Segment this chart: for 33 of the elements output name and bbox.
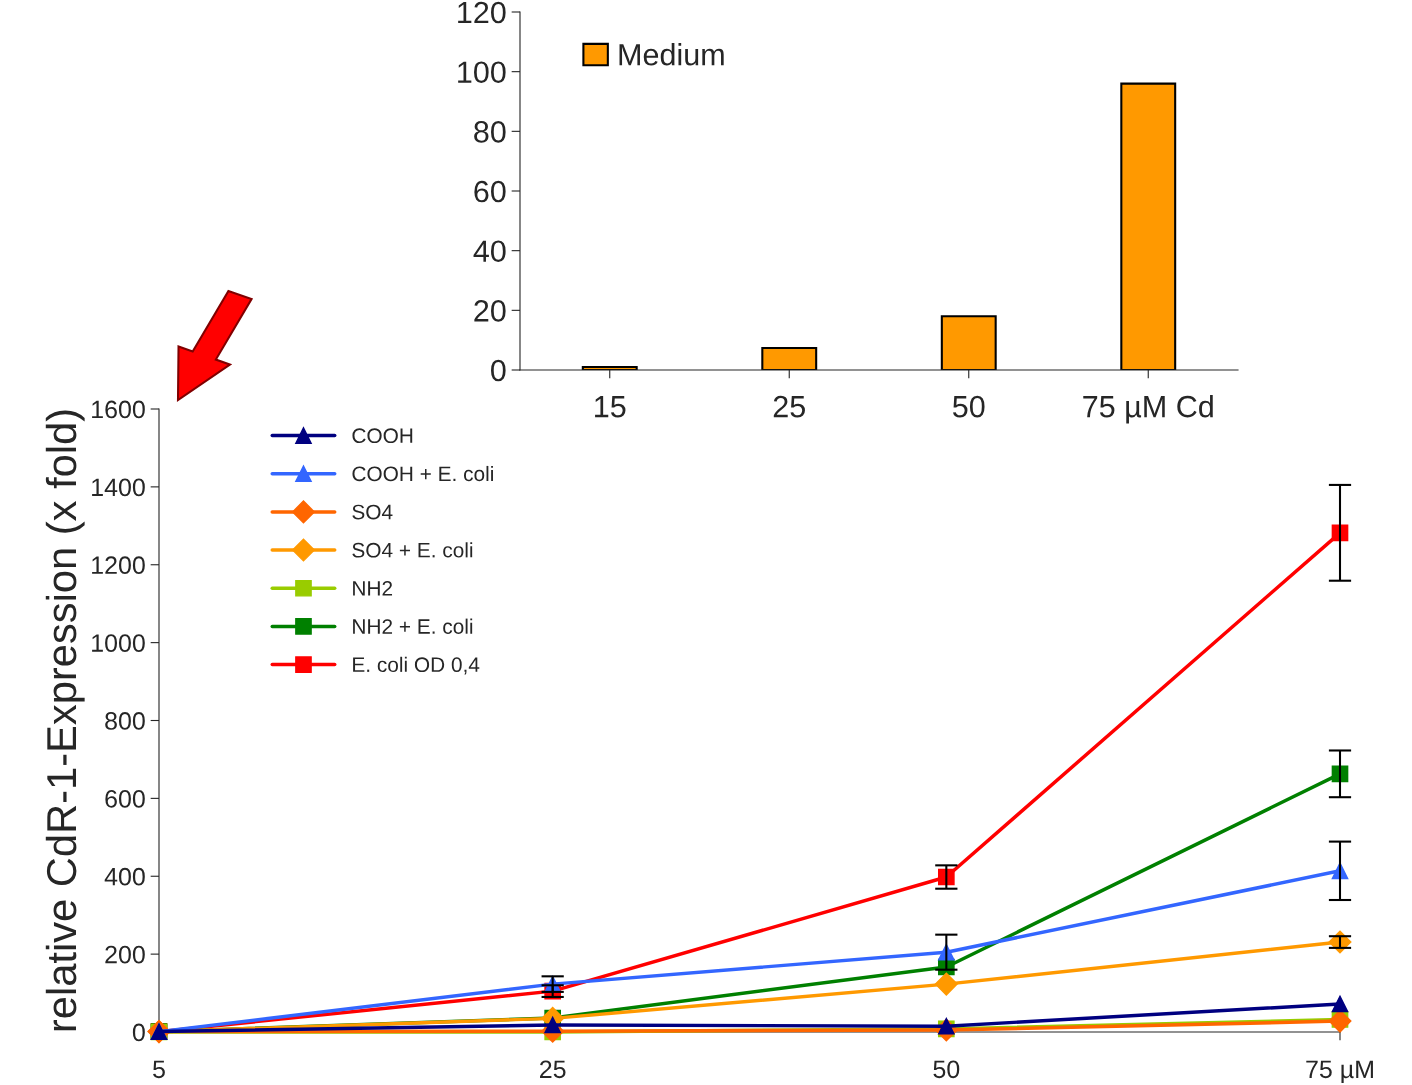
legend-label: COOH + E. coli bbox=[352, 465, 493, 482]
y-tick-label: 0 bbox=[132, 1023, 145, 1042]
y-tick-label: 800 bbox=[105, 712, 145, 730]
x-tick-label: 5 bbox=[153, 1060, 165, 1079]
legend-label: NH2 + E. coli bbox=[353, 618, 473, 634]
x-tick-label: 15 bbox=[595, 396, 626, 418]
y-tick-label: 120 bbox=[458, 1, 506, 24]
legend-label: SO4 bbox=[352, 504, 393, 520]
y-tick-label: 0 bbox=[491, 359, 506, 382]
y-tick-label: 40 bbox=[473, 240, 506, 263]
y-tick-label: 1000 bbox=[92, 634, 145, 652]
y-tick-label: 60 bbox=[474, 180, 506, 203]
y-tick-label: 1200 bbox=[92, 556, 145, 575]
legend-label: E. coli OD 0,4 bbox=[353, 656, 480, 675]
legend-label: SO4 + E. coli bbox=[352, 542, 473, 558]
x-tick-label: 75 µM bbox=[1306, 1060, 1373, 1084]
x-tick-label: 75 µM Cd bbox=[1083, 395, 1213, 424]
y-tick-label: 1600 bbox=[92, 400, 145, 419]
y-tick-label: 200 bbox=[105, 945, 145, 964]
y-tick-label: 400 bbox=[104, 867, 145, 886]
y-tick-label: 600 bbox=[105, 789, 145, 808]
y-axis-title: relative CdR-1-Expression (x fold) bbox=[45, 410, 85, 1031]
y-tick-label: 1400 bbox=[92, 478, 145, 497]
legend-label: NH2 bbox=[353, 580, 393, 596]
x-tick-label: 25 bbox=[773, 395, 805, 418]
legend-label: COOH bbox=[352, 428, 413, 444]
x-tick-label: 25 bbox=[540, 1060, 566, 1079]
x-tick-label: 50 bbox=[933, 1060, 960, 1079]
y-tick-label: 100 bbox=[458, 61, 506, 84]
legend-label: Medium bbox=[619, 43, 724, 66]
y-tick-label: 80 bbox=[474, 121, 506, 143]
x-tick-label: 50 bbox=[952, 395, 985, 418]
y-tick-label: 20 bbox=[474, 300, 506, 322]
